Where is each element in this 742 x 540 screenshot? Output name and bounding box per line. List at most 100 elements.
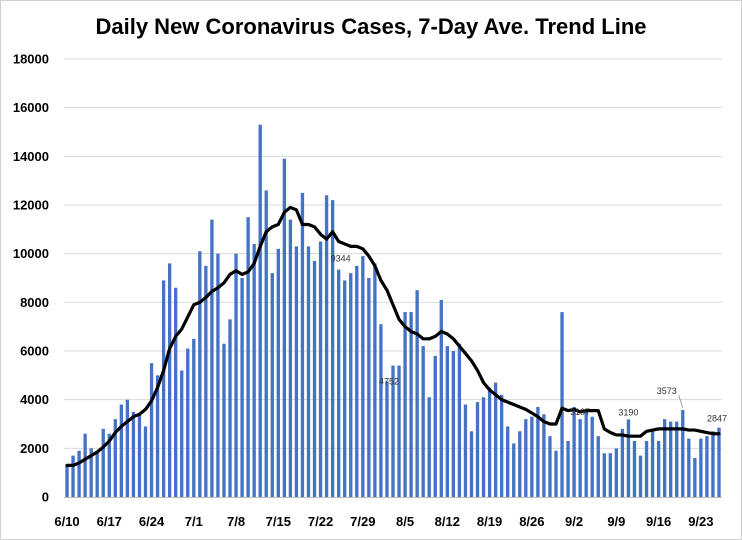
bar (222, 343, 226, 497)
bar (693, 458, 697, 497)
bar (397, 365, 401, 497)
bar (167, 263, 172, 497)
bar (669, 421, 673, 497)
bar (137, 414, 142, 497)
bar (632, 441, 637, 497)
x-tick-label: 8/12 (435, 514, 460, 529)
bar (246, 217, 250, 497)
x-tick-label: 7/8 (227, 514, 245, 529)
x-tick-label: 9/2 (565, 514, 583, 529)
bar (294, 246, 299, 497)
bar (590, 416, 594, 497)
bar (662, 419, 667, 497)
bar (596, 436, 600, 497)
bar (500, 394, 504, 497)
chart-title: Daily New Coronavirus Cases, 7-Day Ave. … (95, 14, 647, 39)
bar (512, 443, 516, 497)
bar (306, 246, 311, 497)
bar (204, 265, 208, 497)
bar (330, 200, 335, 497)
bar (433, 355, 437, 497)
x-tick-label: 9/23 (688, 514, 713, 529)
bar (469, 431, 474, 497)
bar (379, 324, 383, 497)
y-axis-tick-labels: 0 2000 4000 6000 8000 10000 12000 14000 16000 180… (13, 52, 49, 505)
annotation-leader (678, 394, 684, 409)
bar (143, 426, 148, 497)
y-tick-label: 6000 (20, 344, 49, 359)
bar (542, 414, 546, 497)
bar (650, 431, 655, 497)
bar (487, 387, 492, 497)
bar (457, 343, 462, 497)
bar (288, 219, 293, 497)
bar (300, 192, 305, 498)
bar (602, 453, 606, 497)
bar (83, 433, 87, 497)
data-label: 2847 (707, 414, 727, 424)
bar (705, 436, 709, 497)
bar (475, 402, 480, 497)
x-tick-label: 7/22 (308, 514, 333, 529)
bar (572, 406, 576, 497)
bar (717, 427, 721, 497)
x-tick-label: 6/24 (139, 514, 165, 529)
x-tick-label: 8/5 (396, 514, 414, 529)
data-label: 3573 (657, 386, 677, 396)
data-annotations: 9344 4752 3197 3190 3573 2847 (331, 254, 727, 424)
bar (89, 448, 93, 497)
bar (409, 312, 413, 497)
bar (71, 455, 75, 497)
x-tick-label: 9/9 (607, 514, 625, 529)
bar (524, 419, 528, 497)
bar (343, 280, 347, 497)
bar (77, 450, 81, 497)
trend-line (65, 205, 721, 467)
bar (161, 280, 166, 497)
bar (180, 370, 184, 497)
bar (656, 441, 661, 497)
bar (578, 419, 582, 497)
bar (312, 260, 317, 497)
bar (451, 351, 456, 497)
bar (234, 253, 238, 497)
y-tick-label: 14000 (13, 149, 49, 164)
bar (463, 404, 468, 497)
bar (240, 278, 244, 497)
bar (614, 448, 619, 497)
bar (493, 382, 498, 497)
bar (391, 365, 395, 497)
bar (518, 431, 522, 497)
bar (119, 404, 124, 497)
bar (560, 312, 564, 497)
gridlines (64, 58, 722, 449)
bar (355, 265, 359, 497)
bar (530, 416, 534, 497)
y-tick-label: 12000 (13, 198, 49, 213)
x-tick-label: 8/19 (477, 514, 502, 529)
y-tick-label: 18000 (13, 52, 49, 67)
bar (228, 319, 232, 497)
x-tick-label: 6/17 (97, 514, 122, 529)
bar (318, 241, 323, 497)
bar (367, 278, 371, 497)
bar (626, 419, 631, 497)
bar (258, 124, 262, 497)
bar (403, 312, 407, 497)
bar (324, 195, 329, 497)
y-tick-label: 16000 (13, 100, 49, 115)
bar (155, 375, 160, 497)
bar (536, 406, 540, 497)
bar (349, 273, 353, 497)
bar (276, 248, 280, 497)
bar (620, 428, 625, 497)
bar (264, 190, 268, 497)
bar (584, 411, 588, 497)
bar (554, 450, 558, 497)
bar (427, 397, 431, 497)
bar (415, 290, 419, 497)
bar (506, 426, 510, 497)
bar (131, 411, 136, 497)
